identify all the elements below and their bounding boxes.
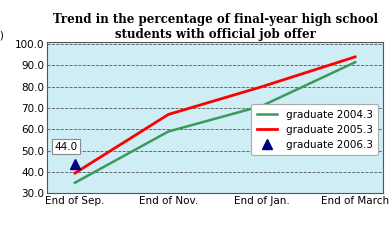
graduate 2005.3 (353, 55, 357, 58)
graduate 2004.3 (166, 130, 171, 133)
Title: Trend in the percentage of final-year high school
students with official job off: Trend in the percentage of final-year hi… (52, 13, 378, 41)
graduate 2004.3 (73, 181, 77, 184)
graduate 2005.3 (73, 172, 77, 175)
Text: (%): (%) (0, 31, 4, 41)
Line: graduate 2005.3: graduate 2005.3 (75, 57, 355, 173)
graduate 2005.3 (259, 85, 264, 88)
Text: 44.0: 44.0 (54, 142, 77, 152)
graduate 2004.3 (259, 105, 264, 107)
graduate 2005.3 (166, 113, 171, 116)
Line: graduate 2004.3: graduate 2004.3 (75, 62, 355, 183)
graduate 2004.3 (353, 61, 357, 64)
Legend: graduate 2004.3, graduate 2005.3, graduate 2006.3: graduate 2004.3, graduate 2005.3, gradua… (251, 104, 378, 155)
